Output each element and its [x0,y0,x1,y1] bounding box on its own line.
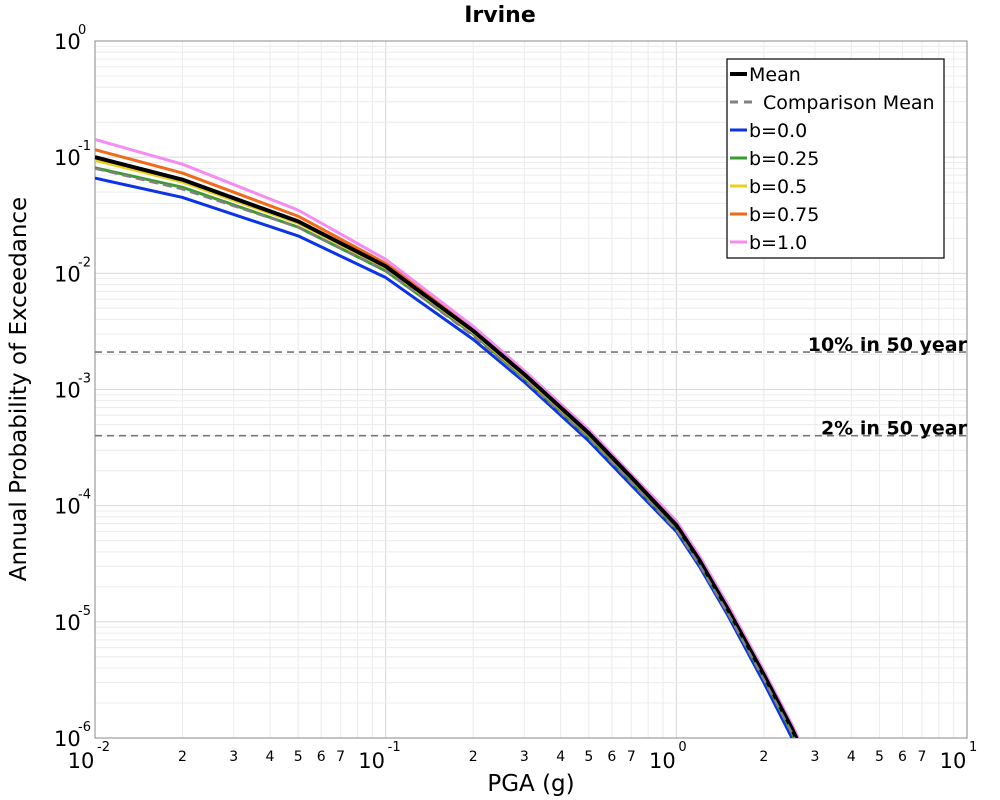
y-axis-label: Annual Probability of Exceedance [6,197,32,581]
legend-label: b=0.0 [749,120,807,142]
y-tick-label: 10 [54,379,81,403]
y-tick-exponent: -1 [78,139,91,154]
x-tick-label: 10 [68,749,95,773]
grid [94,41,967,739]
y-tick-label: 10 [54,495,81,519]
legend: Mean Comparison Mean b=0.0 b=0.25 b=0.5 b=0.7… [726,58,945,259]
x-tick-exponent: -2 [97,740,110,755]
y-tick-label: 10 [54,30,81,54]
series-line [95,158,798,738]
legend-label: b=0.5 [749,176,807,198]
legend-label: Comparison Mean [763,92,935,114]
y-tick-label: 10 [54,727,81,751]
x-tick-exponent: -1 [388,740,401,755]
series-line [95,155,799,738]
y-tick-exponent: -5 [78,604,91,619]
x-minor-tick-label: 4 [556,749,565,765]
x-minor-tick-label: 5 [875,749,884,765]
chart-title: Irvine [464,3,536,28]
legend-label: b=1.0 [749,232,807,254]
x-minor-tick-label: 2 [759,749,768,765]
y-tick-label: 10 [54,146,81,170]
x-minor-tick-label: 7 [336,749,345,765]
plot-frame [94,40,968,739]
x-minor-tick-label: 5 [584,749,593,765]
x-minor-tick-label: 7 [918,749,927,765]
reference-lines: 10% in 50 year 2% in 50 year [95,334,968,440]
x-minor-tick-label: 4 [847,749,856,765]
series-line [95,167,796,738]
x-minor-tick-label: 2 [469,749,478,765]
x-minor-tick-label: 6 [317,749,326,765]
y-tick-exponent: -3 [78,372,91,387]
y-tick-label: 10 [54,262,81,286]
x-axis-label: PGA (g) [487,771,574,797]
x-minor-tick-label: 5 [294,749,303,765]
x-minor-tick-label: 3 [229,749,238,765]
y-tick-label: 10 [54,611,81,635]
series-line [95,148,800,738]
y-tick-exponent: 0 [78,23,86,38]
x-tick-label: 10 [649,749,676,773]
y-tick-exponent: -6 [78,720,91,735]
x-minor-tick-label: 3 [520,749,529,765]
x-minor-tick-label: 3 [811,749,820,765]
x-minor-tick-label: 4 [266,749,275,765]
y-tick-exponent: -4 [78,488,91,503]
x-tick-label: 10 [358,749,385,773]
reference-line-label: 2% in 50 year [821,418,968,440]
reference-line-label: 10% in 50 year [808,334,968,356]
series-lines [95,138,800,738]
y-tick-exponent: -2 [78,255,91,270]
x-tick-label: 10 [940,749,967,773]
x-tick-exponent: 0 [678,740,686,755]
x-minor-tick-label: 2 [178,749,187,765]
x-minor-tick-label: 6 [898,749,907,765]
x-minor-tick-label: 7 [627,749,636,765]
x-minor-tick-label: 6 [607,749,616,765]
legend-box [726,58,945,259]
legend-label: b=0.25 [749,148,819,170]
legend-label: Mean [749,64,801,86]
x-tick-exponent: 1 [969,740,977,755]
series-line [95,166,796,738]
series-line [95,176,794,738]
legend-label: b=0.75 [749,204,819,226]
